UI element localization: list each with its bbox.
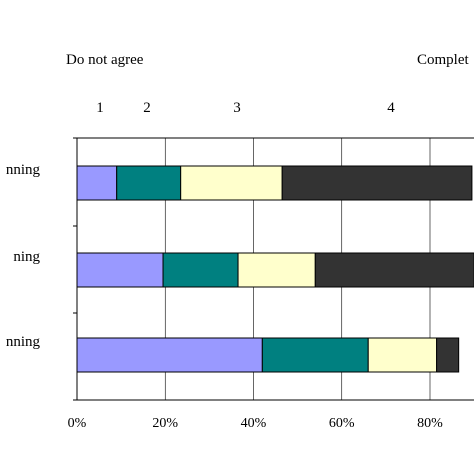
x-tick-label: 0% (68, 416, 87, 431)
scale-number-3: 3 (233, 100, 241, 116)
category-label: nning (6, 162, 41, 178)
bar-segment-4 (281, 165, 473, 201)
x-axis-ticks: 0% 20% 40% 60% 80% (68, 416, 444, 431)
x-tick-label: 60% (329, 416, 355, 431)
x-tick-label: 40% (241, 416, 267, 431)
scale-numbers: 1 2 3 4 (96, 100, 395, 116)
bar-segment-1 (76, 252, 164, 288)
bars (76, 165, 474, 373)
bar-segment-2 (162, 252, 239, 288)
category-labels: nning ning nning (6, 162, 41, 350)
bar-segment-1 (76, 337, 263, 373)
bar-segment-3 (180, 165, 283, 201)
category-label: nning (6, 334, 41, 350)
scale-number-4: 4 (387, 100, 395, 116)
scale-number-2: 2 (143, 100, 151, 116)
bar-segment-4 (314, 252, 474, 288)
bar-segment-3 (237, 252, 316, 288)
bar-segment-2 (116, 165, 182, 201)
bar-segment-3 (367, 337, 438, 373)
scale-number-1: 1 (96, 100, 104, 116)
bar-segment-2 (261, 337, 369, 373)
bar-segment-4 (436, 337, 460, 373)
x-tick-label: 80% (417, 416, 443, 431)
bar-segment-1 (76, 165, 118, 201)
scale-label-right: Complet (417, 52, 469, 68)
category-label: ning (13, 249, 40, 265)
x-tick-label: 20% (152, 416, 178, 431)
scale-label-left: Do not agree (66, 52, 144, 68)
